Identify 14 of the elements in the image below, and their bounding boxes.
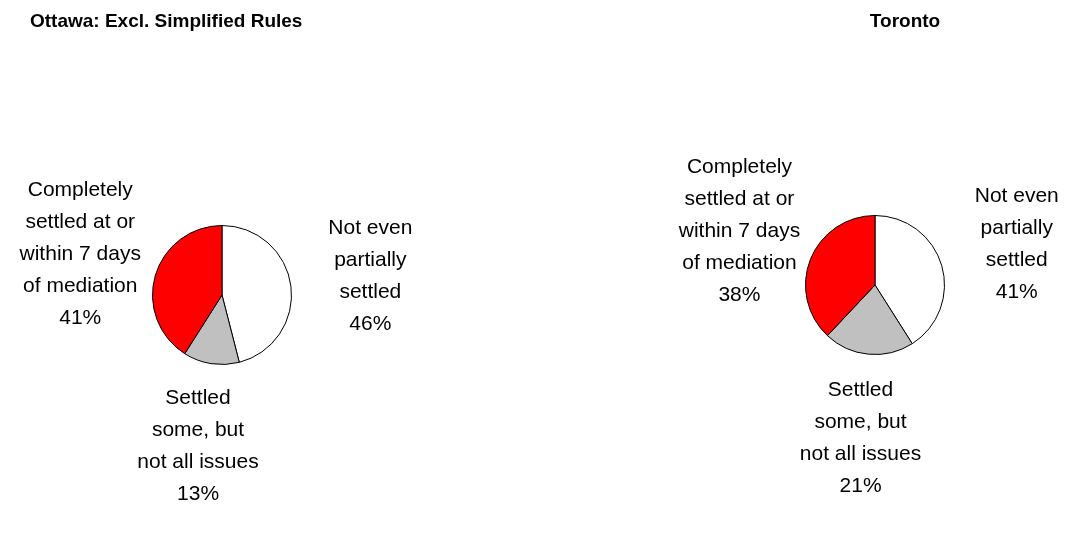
slice-label: Not even partially settled xyxy=(974,182,1059,270)
slice-label: Settled some, but not all issues xyxy=(137,385,259,473)
chart-title: Ottawa: Excl. Simplified Rules xyxy=(30,10,303,32)
chart-title: Toronto xyxy=(869,10,941,32)
data-label: 38% xyxy=(718,282,761,306)
data-label: 41% xyxy=(995,278,1038,302)
slice-label: Completely settled at or within 7 days of mediation xyxy=(18,176,141,296)
data-label: 21% xyxy=(839,472,882,496)
data-label: 13% xyxy=(177,481,220,505)
slice-label: Completely settled at or within 7 days of mediation xyxy=(677,154,801,274)
data-label: 41% xyxy=(59,304,102,328)
slice-label: Not even partially settled xyxy=(328,215,413,303)
data-label: 46% xyxy=(349,311,392,335)
slice-label: Settled some, but not all issues xyxy=(799,376,922,464)
